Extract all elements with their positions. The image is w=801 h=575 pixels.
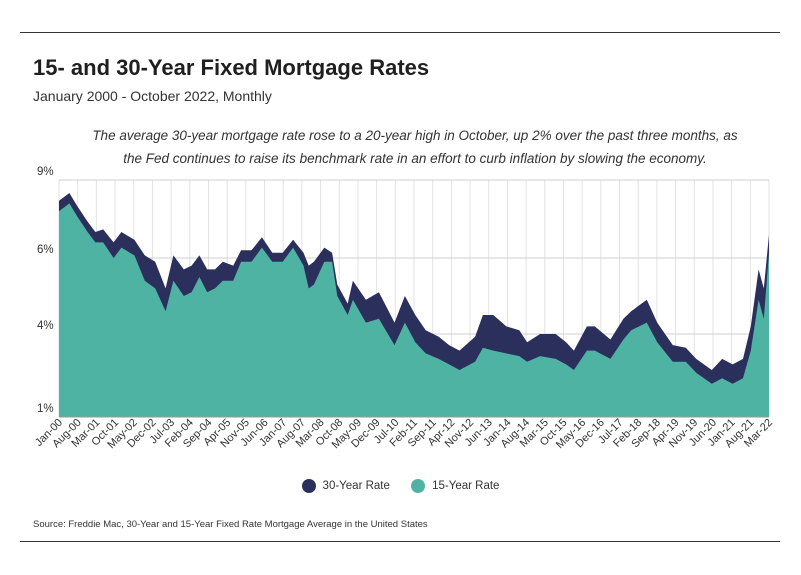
y-tick-label: 6%	[37, 244, 54, 256]
y-tick-label: 9%	[37, 166, 54, 178]
chart-title: 15- and 30-Year Fixed Mortgage Rates	[33, 55, 430, 80]
top-rule	[20, 32, 780, 33]
area-15-year	[59, 203, 769, 417]
mortgage-rates-chart: 1%4%6%9%Jan-00Aug-00Mar-01Oct-01May-02De…	[33, 166, 775, 451]
legend-label-15-year: 15-Year Rate	[432, 480, 500, 492]
legend-swatch-30-year	[301, 479, 316, 493]
source-note: Source: Freddie Mac, 30-Year and 15-Year…	[33, 519, 428, 530]
legend-item-30-year: 30-Year Rate	[301, 479, 390, 493]
y-tick-label: 1%	[37, 403, 54, 415]
chart-annotation: The average 30-year mortgage rate rose t…	[92, 128, 738, 166]
legend-label-30-year: 30-Year Rate	[322, 480, 390, 492]
chart-subtitle: January 2000 - October 2022, Monthly	[33, 88, 272, 104]
chart-legend: 30-Year Rate 15-Year Rate	[0, 479, 801, 496]
y-tick-label: 4%	[37, 320, 54, 332]
legend-item-15-year: 15-Year Rate	[411, 479, 499, 493]
legend-swatch-15-year	[411, 479, 426, 493]
bottom-rule	[20, 541, 780, 542]
